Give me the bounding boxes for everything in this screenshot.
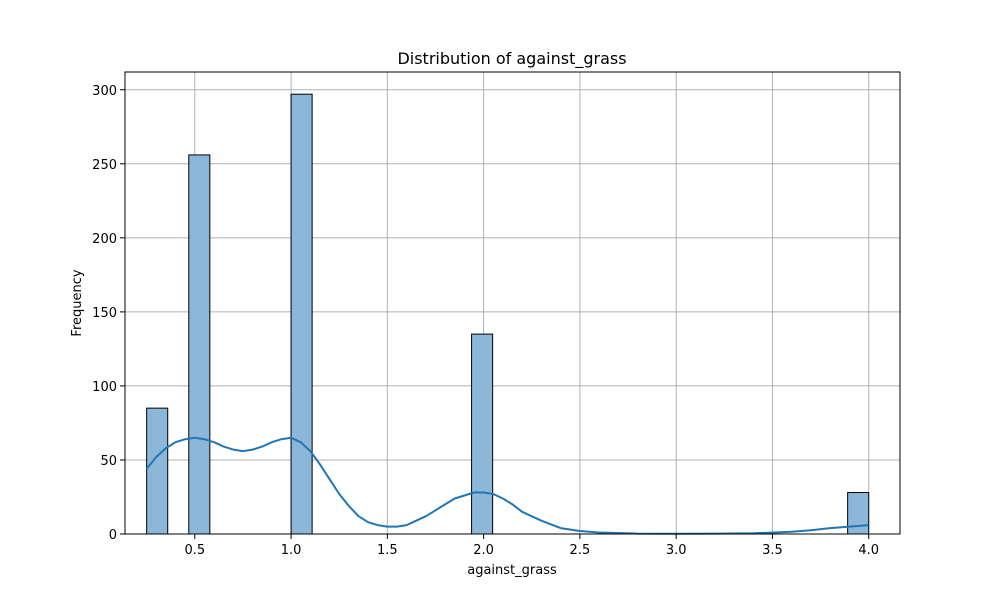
histogram-bars <box>146 93 870 535</box>
y-tick-label: 300 <box>92 84 117 99</box>
kde-line <box>145 436 869 535</box>
x-tick-label: 4.0 <box>858 543 879 558</box>
plot-frame <box>124 71 901 535</box>
y-tick-label: 250 <box>92 158 117 173</box>
y-axis-label: Frequency <box>70 269 85 336</box>
grid-lines <box>125 72 900 535</box>
histogram-bar <box>290 93 313 535</box>
x-axis-label: against_grass <box>467 563 557 578</box>
y-tick-label: 50 <box>100 454 117 469</box>
x-tick-label: 2.0 <box>473 543 494 558</box>
y-tick-label: 100 <box>92 380 117 395</box>
x-tick-label: 3.5 <box>762 543 783 558</box>
x-axis-ticks: 0.5 1.0 1.5 2.0 2.5 3.0 3.5 4.0 <box>184 534 879 558</box>
kde-curve <box>145 436 869 535</box>
y-tick-label: 200 <box>92 232 117 247</box>
y-tick-label: 150 <box>92 306 117 321</box>
y-tick-label: 0 <box>109 528 117 543</box>
x-tick-label: 2.5 <box>570 543 591 558</box>
x-tick-label: 0.5 <box>184 543 205 558</box>
histogram-bar <box>188 154 211 535</box>
histogram-bar <box>471 333 494 535</box>
histogram-bar <box>847 492 870 535</box>
x-tick-label: 3.0 <box>666 543 687 558</box>
chart-title: Distribution of against_grass <box>397 49 626 69</box>
x-tick-label: 1.5 <box>377 543 398 558</box>
y-axis-ticks: 0 50 100 150 200 250 300 <box>92 84 125 543</box>
x-tick-label: 1.0 <box>281 543 302 558</box>
histogram-bar <box>146 407 169 535</box>
